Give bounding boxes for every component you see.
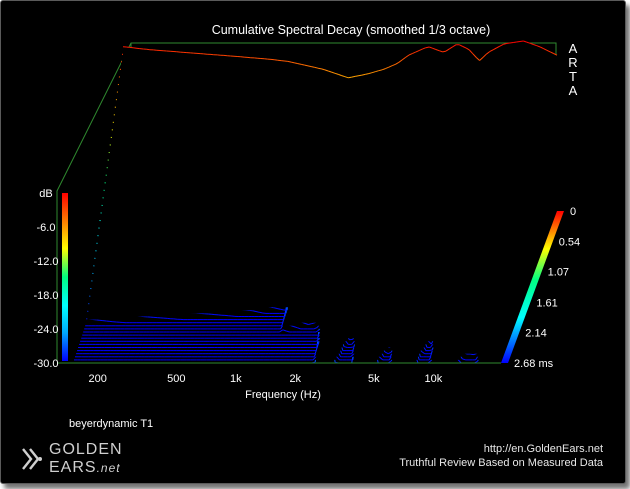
decay-segment xyxy=(335,355,340,361)
decay-segment xyxy=(312,355,317,361)
decay-segment xyxy=(315,329,320,333)
decay-segment xyxy=(282,329,287,332)
decay-segment xyxy=(470,353,474,356)
chart-title: Cumulative Spectral Decay (smoothed 1/3 … xyxy=(212,23,491,37)
decay-segment xyxy=(384,351,389,355)
decay-segment xyxy=(279,329,284,333)
decay-segment xyxy=(252,310,257,312)
decay-segment xyxy=(429,349,433,352)
decay-segment xyxy=(350,346,354,348)
decay-segment xyxy=(308,323,312,325)
waterfall-slices xyxy=(73,40,558,364)
waterfall-plot: Cumulative Spectral Decay (smoothed 1/3 … xyxy=(33,23,580,430)
decay-segment xyxy=(462,358,466,361)
decay-segment xyxy=(313,327,318,330)
decay-segment xyxy=(293,326,298,329)
decay-segment xyxy=(427,340,432,345)
decay-segment xyxy=(311,322,316,325)
decay-segment xyxy=(315,338,320,342)
decay-segment xyxy=(387,351,392,355)
decay-segment xyxy=(350,353,355,358)
decay-segment xyxy=(297,327,301,330)
decay-segment xyxy=(276,308,281,310)
decay-segment xyxy=(286,330,290,333)
decay-segment xyxy=(259,311,263,314)
decay-segment xyxy=(457,359,462,364)
decay-segment xyxy=(343,346,348,348)
decay-segment xyxy=(304,322,309,325)
decay-segment xyxy=(378,356,384,361)
decay-segment xyxy=(421,350,425,355)
